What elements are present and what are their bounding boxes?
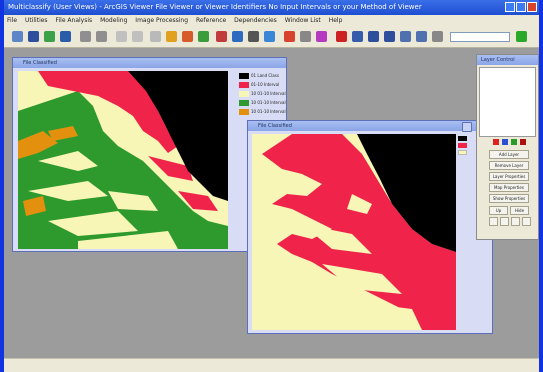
right-legend-swatch-black — [458, 136, 467, 141]
legend-swatch-green — [239, 100, 249, 106]
layer-dropdown[interactable] — [450, 32, 510, 42]
grid5-icon[interactable] — [432, 31, 443, 42]
legend-label-1: 01 Land Class — [251, 73, 279, 78]
legend-label-4: 10 01-10 Interval — [251, 100, 286, 105]
layer-control-title-bar[interactable]: Layer Control — [477, 55, 538, 65]
swatch-green[interactable] — [511, 139, 517, 145]
right-map-window[interactable]: File Classified — [247, 120, 493, 334]
close-button[interactable] — [527, 2, 537, 12]
right-window-title-bar[interactable]: File Classified — [248, 121, 492, 132]
show-properties-button[interactable]: Show Properties — [489, 194, 529, 203]
menu-utilities[interactable]: Utilities — [24, 17, 48, 24]
bus-icon[interactable] — [352, 31, 363, 42]
menu-image-processing[interactable]: Image Processing — [135, 17, 189, 24]
zoom-out-icon[interactable] — [96, 31, 107, 42]
grid2-icon[interactable] — [384, 31, 395, 42]
class-cream-strands — [28, 151, 178, 249]
up-button[interactable]: Up — [489, 206, 508, 215]
legend-swatch-black — [239, 73, 249, 79]
class-black — [128, 71, 228, 201]
filter-icon[interactable] — [316, 31, 327, 42]
left-classified-map[interactable] — [18, 71, 228, 249]
legend-label-5: 10 01-10 Interval — [251, 109, 286, 114]
layers-icon[interactable] — [44, 31, 55, 42]
menu-help[interactable]: Help — [328, 17, 343, 24]
right-legend-swatch-cream — [458, 150, 467, 155]
query-icon[interactable] — [182, 31, 193, 42]
add-layer-button[interactable]: Add Layer — [489, 150, 529, 159]
class-orange — [18, 126, 78, 216]
class-cream-fingers — [302, 194, 422, 330]
menu-file-analysis[interactable]: File Analysis — [55, 17, 93, 24]
settings-icon[interactable] — [300, 31, 311, 42]
swatch-red[interactable] — [493, 139, 499, 145]
grid4-icon[interactable] — [416, 31, 427, 42]
zoom-in-icon[interactable] — [80, 31, 91, 42]
right-window-minimize-button[interactable] — [462, 122, 472, 132]
left-window-title: File Classified — [23, 60, 57, 66]
class-black — [357, 134, 456, 252]
layer-properties-button[interactable]: Layer Properties — [489, 172, 529, 181]
layer-control-panel: Layer Control Add Layer Remove Layer Lay… — [476, 54, 539, 240]
main-toolbar — [4, 26, 539, 48]
open-icon[interactable] — [12, 31, 23, 42]
right-window-title: File Classified — [258, 123, 292, 129]
right-classified-map[interactable] — [252, 134, 456, 330]
legend-swatch-orange — [239, 109, 249, 115]
remove-layer-button[interactable]: Remove Layer — [489, 161, 529, 170]
layer-control-title: Layer Control — [481, 57, 515, 63]
layer-list[interactable] — [479, 67, 536, 137]
workspace: File Classified 01 Land Class 01-10 Inte… — [4, 48, 539, 358]
class-red — [38, 71, 218, 211]
pan-icon[interactable] — [116, 31, 127, 42]
map-properties-button[interactable]: Map Properties — [489, 183, 529, 192]
panel-small-button-4[interactable] — [522, 217, 531, 226]
chart-icon[interactable] — [216, 31, 227, 42]
left-window-title-bar[interactable]: File Classified — [13, 58, 286, 68]
legend-swatch-red — [239, 82, 249, 88]
table-icon[interactable] — [198, 31, 209, 42]
menu-file[interactable]: File — [7, 17, 18, 24]
menu-bar: File Utilities File Analysis Modeling Im… — [4, 15, 539, 26]
image-icon[interactable] — [232, 31, 243, 42]
class-red — [262, 134, 456, 330]
legend-swatch-cream — [239, 91, 249, 97]
select-icon[interactable] — [150, 31, 161, 42]
print-icon[interactable] — [248, 31, 259, 42]
info-icon[interactable] — [264, 31, 275, 42]
right-legend-swatch-red — [458, 143, 467, 148]
menu-window-list[interactable]: Window List — [284, 17, 321, 24]
go-icon[interactable] — [516, 31, 527, 42]
menu-modeling[interactable]: Modeling — [100, 17, 128, 24]
save-icon[interactable] — [28, 31, 39, 42]
grid3-icon[interactable] — [400, 31, 411, 42]
panel-small-button-3[interactable] — [511, 217, 520, 226]
identify-icon[interactable] — [132, 31, 143, 42]
status-bar — [4, 358, 539, 372]
minimize-button[interactable] — [505, 2, 515, 12]
car-icon[interactable] — [336, 31, 347, 42]
maximize-button[interactable] — [516, 2, 526, 12]
application-window: Multiclassify (User Views) - ArcGIS View… — [4, 0, 539, 372]
measure-icon[interactable] — [166, 31, 177, 42]
swatch-blue[interactable] — [502, 139, 508, 145]
legend-label-2: 01-10 Interval — [251, 82, 280, 87]
hide-button[interactable]: Hide — [510, 206, 529, 215]
flag-icon[interactable] — [284, 31, 295, 42]
panel-small-button-2[interactable] — [500, 217, 509, 226]
menu-reference[interactable]: Reference — [195, 17, 227, 24]
panel-small-button-1[interactable] — [489, 217, 498, 226]
swatch-darkred[interactable] — [520, 139, 526, 145]
menu-dependencies[interactable]: Dependencies — [234, 17, 277, 24]
legend-label-3: 10 01-10 Interval — [251, 91, 286, 96]
globe-icon[interactable] — [60, 31, 71, 42]
grid-icon[interactable] — [368, 31, 379, 42]
app-title: Multiclassify (User Views) - ArcGIS View… — [8, 3, 422, 11]
left-map-window[interactable]: File Classified 01 Land Class 01-10 Inte… — [12, 57, 287, 252]
color-swatch-row — [493, 139, 537, 145]
app-title-bar: Multiclassify (User Views) - ArcGIS View… — [4, 0, 539, 15]
